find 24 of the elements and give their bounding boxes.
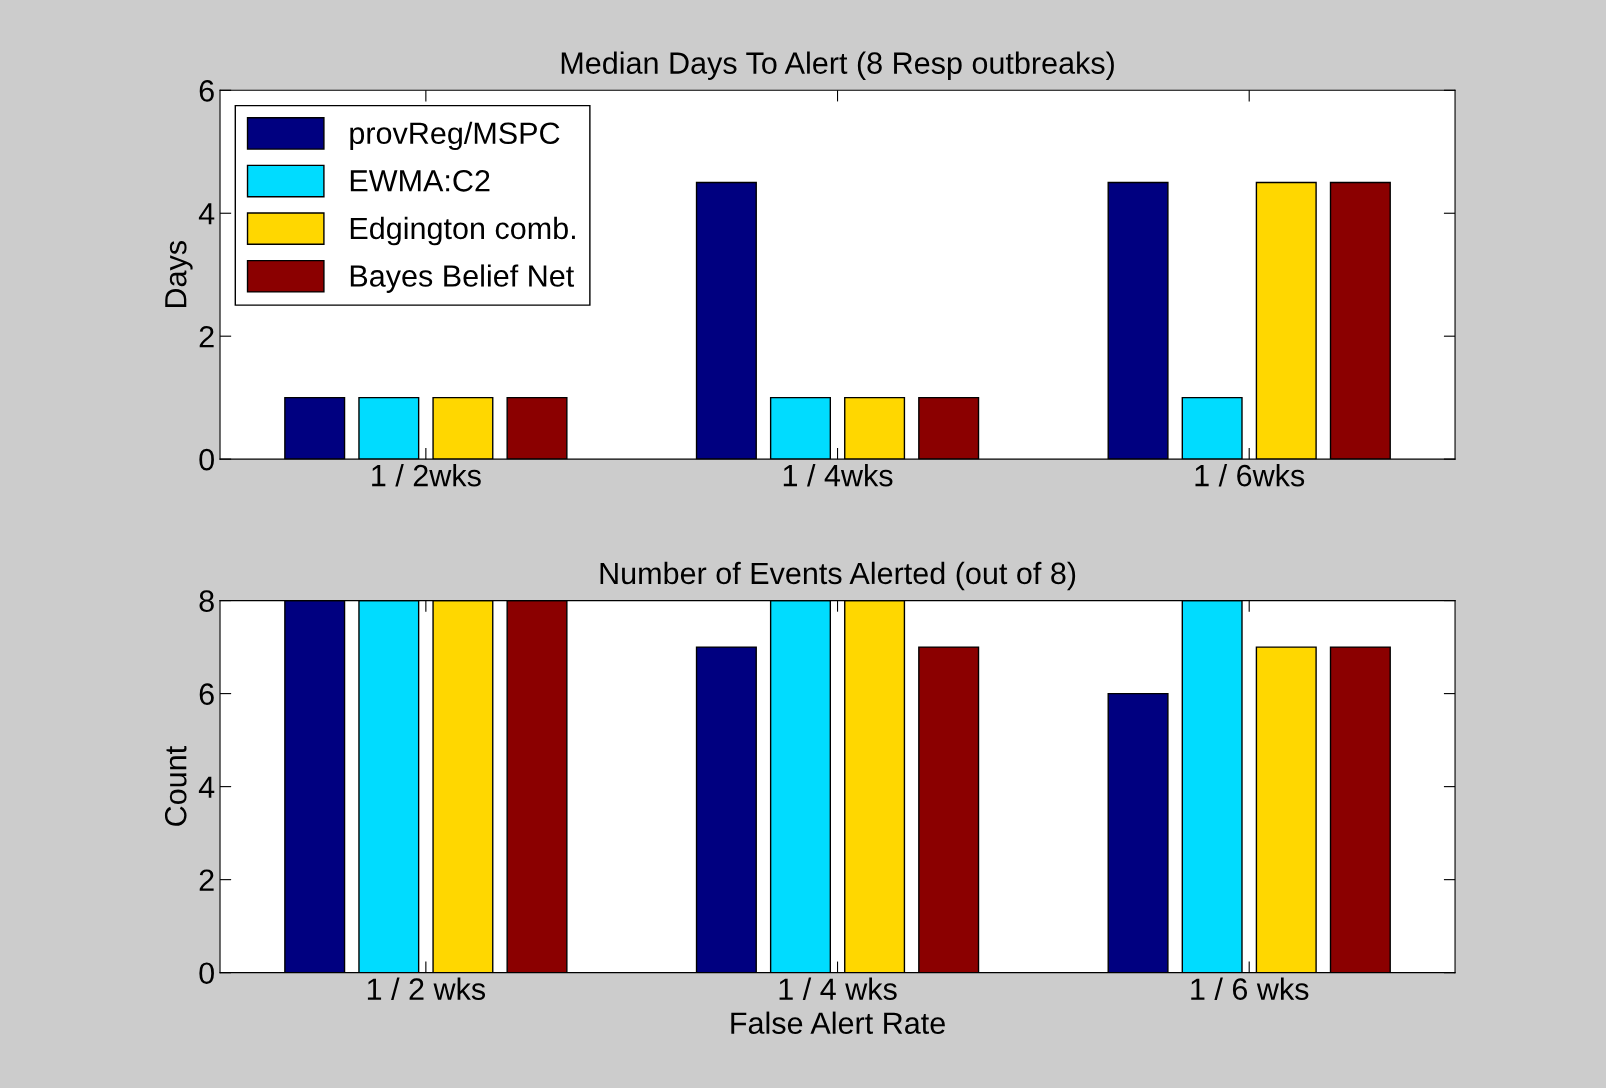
legend-label: EWMA:C2 xyxy=(350,170,490,192)
y-tick-label: 4 xyxy=(198,203,215,225)
y-tick-label: 2 xyxy=(199,869,214,891)
legend-label: Bayes Belief Net xyxy=(350,264,575,293)
y-tick-label: 8 xyxy=(199,590,214,612)
y-tick-label: 6 xyxy=(199,80,214,102)
y-axis-title: Days xyxy=(165,241,193,308)
legend-label: provReg/MSPC xyxy=(350,121,560,151)
y-tick-label: 6 xyxy=(199,683,214,705)
y-tick-label: 4 xyxy=(198,776,215,798)
y-axis-title: Count xyxy=(164,746,187,826)
legend-label: Edgington comb. xyxy=(350,216,575,246)
x-tick-label: 1 / 6wks xyxy=(1195,464,1305,487)
chart-title: Number of Events Alerted (out of 8) xyxy=(600,561,1076,591)
x-tick-label: 1 / 6 wks xyxy=(1191,977,1309,1000)
chart-title: Median Days To Alert (8 Resp outbreaks) xyxy=(561,51,1114,80)
x-tick-label: 1 / 2wks xyxy=(372,464,481,487)
x-axis-title: False Alert Rate xyxy=(731,1011,945,1035)
x-tick-label: 1 / 4wks xyxy=(783,464,893,487)
x-tick-label: 1 / 4 wks xyxy=(779,977,897,1000)
y-tick-label: 0 xyxy=(199,448,214,471)
y-tick-label: 2 xyxy=(199,325,214,348)
y-tick-label: 0 xyxy=(199,962,214,985)
x-tick-label: 1 / 2 wks xyxy=(367,977,486,1000)
